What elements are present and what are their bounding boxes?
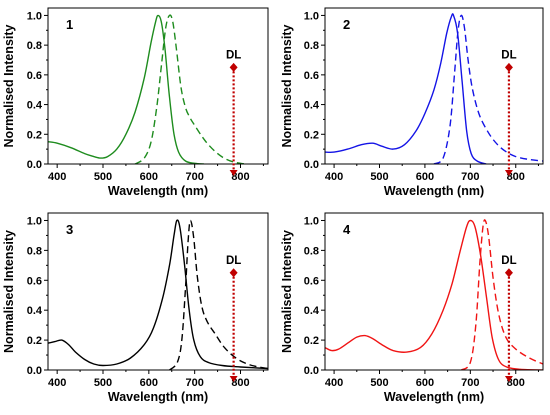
dashed-curve [134,14,246,164]
dl-arrowhead [504,376,513,382]
y-tick-label: 0.0 [27,365,42,377]
x-tick-label: 500 [370,377,388,389]
y-axis-label: Normalised Intensity [280,24,294,147]
y-tick-label: 0.6 [304,275,319,287]
y-tick-label: 0.2 [304,335,319,347]
x-axis-label: Wavelength (nm) [108,390,208,404]
y-tick-label: 0.2 [27,129,42,141]
y-tick-label: 0.8 [27,245,42,257]
panel-4: 0.0 0.2 0.4 0.6 0.8 1.0 400 500 600 700 800 DL 4 Wave… [280,212,544,404]
dl-marker [504,268,513,278]
dl-marker [504,62,513,72]
x-tick-label: 400 [325,171,343,183]
panel-number: 4 [343,222,351,237]
x-axis-label: Wavelength (nm) [384,184,484,198]
dashed-curve [460,219,543,370]
panel-number: 3 [66,222,73,237]
solid-curve [325,219,543,370]
plot-frame [324,7,544,165]
x-tick-label: 600 [416,171,434,183]
y-tick-label: 0.4 [27,305,43,317]
x-tick-label: 400 [325,377,343,389]
panel-number: 2 [343,17,350,32]
dl-marker [229,62,238,72]
x-tick-label: 800 [231,171,249,183]
y-tick-label: 1.0 [304,215,319,227]
x-tick-label: 700 [461,377,479,389]
x-tick-label: 400 [48,377,66,389]
x-tick-label: 800 [507,171,525,183]
y-tick-label: 0.4 [304,305,320,317]
panel-3: 0.0 0.2 0.4 0.6 0.8 1.0 400 500 600 700 800 DL 3 Wave… [2,212,269,404]
y-tick-label: 0.8 [304,245,319,257]
y-tick-label: 0.0 [304,159,319,171]
y-axis-label: Normalised Intensity [280,230,294,353]
y-tick-label: 0.4 [304,100,320,112]
x-axis-label: Wavelength (nm) [384,390,484,404]
dl-label: DL [226,49,241,61]
x-tick-label: 400 [48,171,66,183]
y-tick-label: 0.6 [27,275,42,287]
x-tick-label: 800 [507,377,525,389]
plot-frame [47,7,269,165]
y-tick-label: 0.0 [304,365,319,377]
y-tick-label: 0.8 [304,40,319,52]
x-tick-label: 800 [231,377,249,389]
y-tick-label: 0.2 [27,335,42,347]
x-tick-label: 600 [140,377,158,389]
dashed-curve [169,219,268,370]
x-tick-label: 500 [370,171,388,183]
solid-curve [48,14,204,164]
panel-number: 1 [66,17,73,32]
dl-label: DL [501,49,516,61]
dl-arrowhead [229,376,238,382]
y-tick-label: 1.0 [27,215,42,227]
x-axis-label: Wavelength (nm) [108,184,208,198]
dl-arrowhead [504,170,513,176]
x-tick-label: 500 [94,377,112,389]
y-tick-label: 0.0 [27,159,42,171]
y-tick-label: 0.2 [304,129,319,141]
x-tick-label: 500 [94,171,112,183]
x-tick-label: 600 [416,377,434,389]
panel-2: 0.0 0.2 0.4 0.6 0.8 1.0 400 500 600 700 800 DL 2 Wave… [280,7,544,198]
dl-marker [229,268,238,278]
y-tick-label: 0.8 [27,40,42,52]
plot-frame [47,212,269,371]
panel-1: 0.0 0.2 0.4 0.6 0.8 1.0 400 500 600 700 800 DL 1 Wave… [2,7,269,198]
x-tick-label: 600 [140,171,158,183]
x-tick-label: 700 [461,171,479,183]
solid-curve [48,219,268,370]
y-tick-label: 1.0 [304,10,319,22]
y-axis-label: Normalised Intensity [2,24,16,147]
y-tick-label: 0.6 [304,70,319,82]
y-tick-label: 0.6 [27,70,42,82]
dashed-curve [433,14,543,164]
x-tick-label: 700 [185,171,203,183]
plot-frame [324,212,544,371]
dl-arrowhead [229,170,238,176]
dl-label: DL [226,255,241,267]
y-axis-label: Normalised Intensity [2,230,16,353]
dl-label: DL [501,255,516,267]
y-tick-label: 1.0 [27,10,42,22]
x-tick-label: 700 [185,377,203,389]
y-tick-label: 0.4 [27,100,43,112]
solid-curve [325,13,487,164]
